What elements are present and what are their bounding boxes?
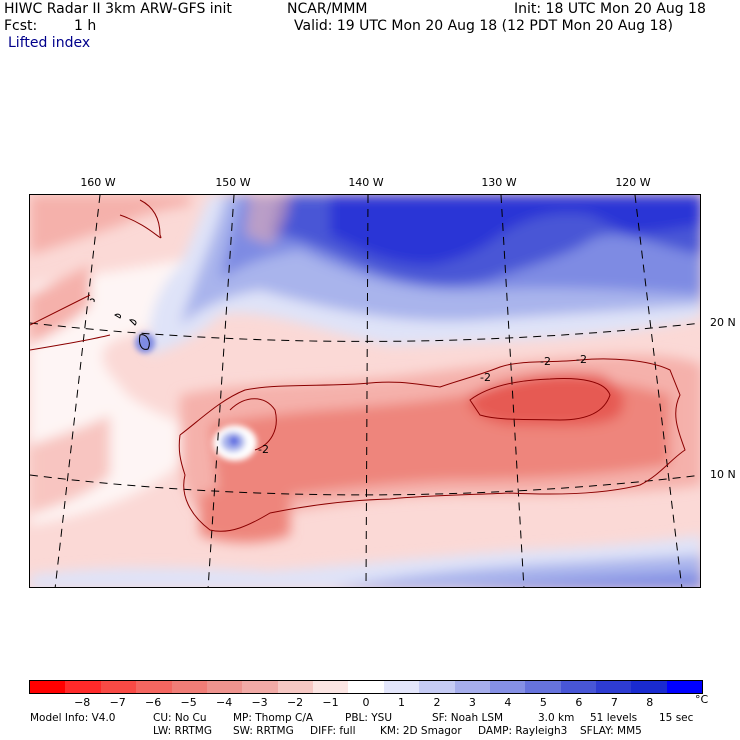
grid-spacing: 3.0 km	[538, 712, 575, 724]
contour-label: -2	[258, 443, 269, 456]
diffusion-setting: DIFF: full	[310, 725, 356, 737]
field-name: Lifted index	[8, 35, 91, 51]
lat-label-10n: 10 N	[710, 468, 736, 481]
lifted-index-map: -2 -2 -2 -2	[29, 194, 701, 588]
colorbar-swatch	[30, 681, 66, 693]
meridian-150w	[207, 195, 235, 587]
colorbar-swatch	[206, 681, 243, 693]
colorbar-swatch	[277, 681, 313, 693]
colorbar	[29, 680, 703, 694]
lon-label-130w: 130 W	[481, 176, 517, 189]
colorbar-swatch	[100, 681, 137, 693]
parallel-20n	[30, 322, 700, 342]
damping-option: DAMP: Rayleigh3	[478, 725, 568, 737]
island-maui	[129, 319, 137, 326]
chart-title: HIWC Radar II 3km ARW-GFS init	[4, 1, 232, 17]
lon-label-140w: 140 W	[348, 176, 384, 189]
colorbar-swatch	[631, 681, 667, 693]
colorbar-tick-label: −2	[286, 696, 304, 709]
colorbar-swatch	[171, 681, 207, 693]
colorbar-swatch	[242, 681, 278, 693]
island-oahu	[114, 313, 121, 319]
map-canvas: -2 -2 -2 -2	[30, 195, 700, 587]
lon-label-150w: 150 W	[215, 176, 251, 189]
colorbar-swatch	[666, 681, 703, 693]
time-step: 15 sec	[659, 712, 694, 724]
island-kauai	[89, 298, 95, 303]
surface-layer: SFLAY: MM5	[580, 725, 642, 737]
model-info: Model Info: V4.0	[30, 712, 116, 724]
meridian-130w	[500, 195, 525, 587]
colorbar-swatch	[313, 681, 349, 693]
meridian-120w	[634, 195, 683, 587]
microphysics-scheme: MP: Thomp C/A	[233, 712, 314, 724]
forecast-label: Fcst:	[4, 18, 38, 34]
colorbar-swatch	[596, 681, 632, 693]
colorbar-swatch	[136, 681, 172, 693]
storm-cell	[135, 333, 257, 461]
contour-minus2	[30, 199, 686, 532]
colorbar-swatch	[489, 681, 526, 693]
colorbar-tick-label: −8	[74, 696, 91, 709]
eddy-coefficient: KM: 2D Smagor	[380, 725, 462, 737]
colorbar-swatch	[65, 681, 101, 693]
colorbar-unit: °C	[695, 693, 709, 706]
contour-label: -2	[576, 353, 587, 366]
colorbar-tick-label: −6	[145, 696, 162, 709]
colorbar-tick-label: 3	[468, 696, 476, 709]
shortwave-scheme: SW: RRTMG	[233, 725, 294, 737]
colorbar-tick-label: −3	[251, 696, 268, 709]
lat-label-20n: 20 N	[710, 316, 736, 329]
colorbar-tick-label: 5	[539, 696, 547, 709]
colorbar-swatch	[525, 681, 561, 693]
contour-label: -2	[480, 371, 491, 384]
valid-time: Valid: 19 UTC Mon 20 Aug 18 (12 PDT Mon …	[294, 18, 673, 34]
colorbar-tick-label: 7	[610, 696, 618, 709]
field-shading	[30, 195, 700, 587]
colorbar-swatch	[419, 681, 455, 693]
colorbar-tick-label: −4	[215, 696, 233, 709]
contour-label: -2	[540, 355, 551, 368]
colorbar-tick-label: −1	[322, 696, 339, 709]
meridian-140w	[365, 195, 369, 587]
colorbar-tick-label: 0	[362, 696, 370, 709]
pbl-scheme: PBL: YSU	[345, 712, 393, 724]
coastlines	[89, 298, 150, 350]
island-hawaii	[139, 334, 150, 350]
colorbar-tick-label: −7	[109, 696, 126, 709]
colorbar-swatch	[454, 681, 490, 693]
cumulus-scheme: CU: No Cu	[153, 712, 207, 724]
init-time: Init: 18 UTC Mon 20 Aug 18	[514, 1, 706, 17]
colorbar-tick-label: 2	[433, 696, 441, 709]
vertical-levels: 51 levels	[590, 712, 638, 724]
forecast-hour: 1 h	[74, 18, 97, 34]
meridian-160w	[54, 195, 101, 587]
graticule	[30, 195, 700, 587]
colorbar-tick-label: 1	[397, 696, 405, 709]
source-label: NCAR/MMM	[287, 1, 368, 17]
colorbar-tick-label: 8	[646, 696, 654, 709]
colorbar-swatch	[348, 681, 384, 693]
colorbar-tick-label: 4	[504, 696, 512, 709]
lon-label-160w: 160 W	[80, 176, 116, 189]
colorbar-tick-label: 6	[575, 696, 583, 709]
parallel-10n	[30, 474, 700, 496]
colorbar-tick-label: −5	[180, 696, 197, 709]
surface-scheme: SF: Noah LSM	[432, 712, 504, 724]
colorbar-swatch	[560, 681, 596, 693]
lon-label-120w: 120 W	[615, 176, 651, 189]
longwave-scheme: LW: RRTMG	[153, 725, 212, 737]
colorbar-swatch	[383, 681, 420, 693]
